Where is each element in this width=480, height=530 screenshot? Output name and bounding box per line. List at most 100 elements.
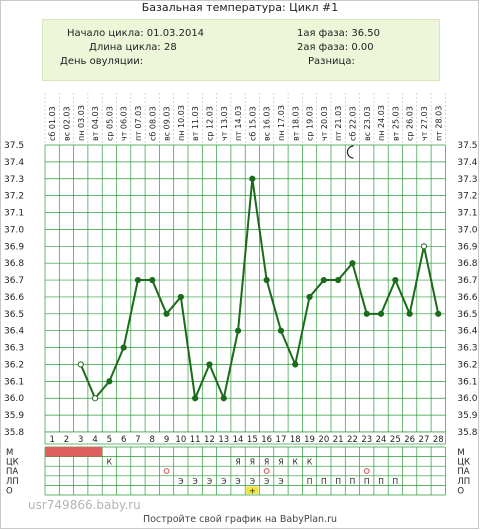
footer-link[interactable]: Постройте свой график на BabyPlan.ru: [142, 514, 338, 525]
lp-mark: Э: [221, 477, 226, 486]
ovulation-mark: +: [249, 486, 256, 495]
lp-mark: П: [350, 477, 356, 486]
date-label: пт 07.03: [134, 106, 143, 141]
date-label: вс 09.03: [163, 106, 172, 141]
y-tick-label-left: 37.4: [4, 158, 24, 168]
cervical-mucus-mark: К: [107, 458, 113, 467]
y-tick-label-left: 35.9: [4, 411, 24, 421]
date-label: вс 23.03: [363, 106, 372, 141]
temperature-point: [177, 293, 184, 301]
day-number: 25: [390, 435, 401, 445]
lp-mark: Э: [178, 477, 183, 486]
menstruation-cell: [73, 447, 88, 457]
phase1-text: 1ая фаза: 36.50: [297, 28, 380, 39]
day-number: 27: [419, 435, 430, 445]
phase2-text: 2ая фаза: 0.00: [297, 42, 374, 53]
lp-mark: Э: [193, 477, 198, 486]
lp-mark: Э: [278, 477, 283, 486]
temperature-point: [335, 276, 342, 284]
moon-icon: [346, 145, 354, 159]
date-label: ср 05.03: [105, 106, 114, 141]
row-label-left: ЦК: [6, 458, 19, 468]
temperature-point: [320, 276, 327, 284]
y-tick-label-left: 36.1: [4, 377, 24, 387]
y-tick-label-right: 36.5: [457, 310, 477, 320]
y-tick-label-right: 36.3: [457, 344, 477, 354]
y-tick-label-right: 37.5: [457, 141, 477, 151]
lp-mark: Э: [235, 477, 240, 486]
cycle-info-panel: Начало цикла: 01.03.2014 Длина цикла: 28…: [42, 19, 440, 81]
row-label-right: ЛП: [457, 477, 470, 487]
temperature-point: [192, 395, 199, 402]
day-number: 21: [333, 435, 344, 445]
y-tick-label-left: 36.9: [4, 242, 24, 252]
day-number: 13: [218, 435, 229, 445]
temperature-point: [134, 276, 142, 284]
date-label: сб 22.03: [348, 106, 357, 141]
day-number: 4: [92, 435, 97, 445]
row-label-left: О: [6, 486, 13, 496]
date-label: вт 04.03: [91, 106, 100, 141]
y-tick-label-left: 36.2: [4, 360, 24, 370]
day-number: 22: [347, 435, 358, 445]
day-number-row: [44, 431, 446, 445]
date-label: вт 18.03: [291, 106, 300, 141]
day-number: 19: [304, 435, 315, 445]
cervical-mucus-mark: Я: [278, 458, 283, 467]
row-label-left: ПА: [6, 467, 18, 477]
day-number: 11: [190, 435, 201, 445]
y-tick-label-left: 36.8: [4, 259, 24, 269]
temperature-point-open: [91, 395, 99, 402]
lp-mark: П: [378, 477, 384, 486]
temperature-point-open: [77, 361, 84, 368]
temperature-point: [249, 175, 256, 182]
lp-mark: П: [307, 477, 313, 486]
ovulation-cell: [246, 486, 259, 494]
y-tick-label-right: 35.8: [457, 428, 477, 438]
day-number: 20: [318, 435, 329, 445]
y-tick-label-left: 37.2: [4, 192, 24, 202]
y-tick-label-right: 36.1: [457, 377, 477, 387]
date-label: чт 06.03: [120, 106, 129, 141]
ovulation-day-text: День овуляции:: [60, 56, 144, 67]
temperature-point: [392, 276, 399, 284]
temperature-point: [306, 293, 313, 301]
y-tick-label-right: 36.6: [457, 293, 477, 303]
day-number: 16: [261, 435, 272, 445]
day-number: 17: [276, 435, 287, 445]
date-label: сб 08.03: [148, 106, 157, 141]
day-number: 9: [164, 435, 169, 445]
cervical-mucus-mark: Я: [264, 458, 269, 467]
date-label: пн 10.03: [177, 105, 186, 141]
menstruation-cell: [59, 447, 74, 457]
date-label: чт 20.03: [320, 106, 329, 141]
lp-mark: Э: [250, 477, 255, 486]
y-tick-label-right: 37.0: [457, 225, 477, 235]
y-tick-label-left: 37.5: [4, 141, 24, 151]
day-number: 1: [49, 435, 54, 445]
date-label: пн 17.03: [277, 105, 286, 141]
pa-mark: [163, 468, 170, 474]
temperature-point: [377, 310, 385, 317]
temperature-point: [234, 327, 242, 334]
day-number: 6: [121, 435, 126, 445]
day-number: 15: [247, 435, 258, 445]
temperature-point: [149, 276, 156, 284]
date-label: сб 15.03: [248, 106, 257, 141]
day-number: 7: [135, 435, 140, 445]
pa-mark: [363, 468, 370, 474]
lp-mark: П: [364, 477, 370, 486]
date-label: ср 19.03: [306, 106, 315, 141]
y-tick-label-right: 37.3: [457, 175, 477, 185]
temperature-point: [435, 310, 442, 317]
temperature-point: [106, 378, 113, 385]
date-label: ср 12.03: [205, 106, 214, 141]
cervical-mucus-mark: К: [307, 458, 313, 467]
y-tick-label-left: 36.5: [4, 310, 24, 320]
y-tick-label-left: 37.3: [4, 175, 24, 185]
menstruation-cell: [87, 447, 103, 457]
temperature-point: [163, 310, 170, 317]
temperature-point: [220, 395, 227, 402]
y-tick-label-right: 36.9: [457, 242, 477, 252]
